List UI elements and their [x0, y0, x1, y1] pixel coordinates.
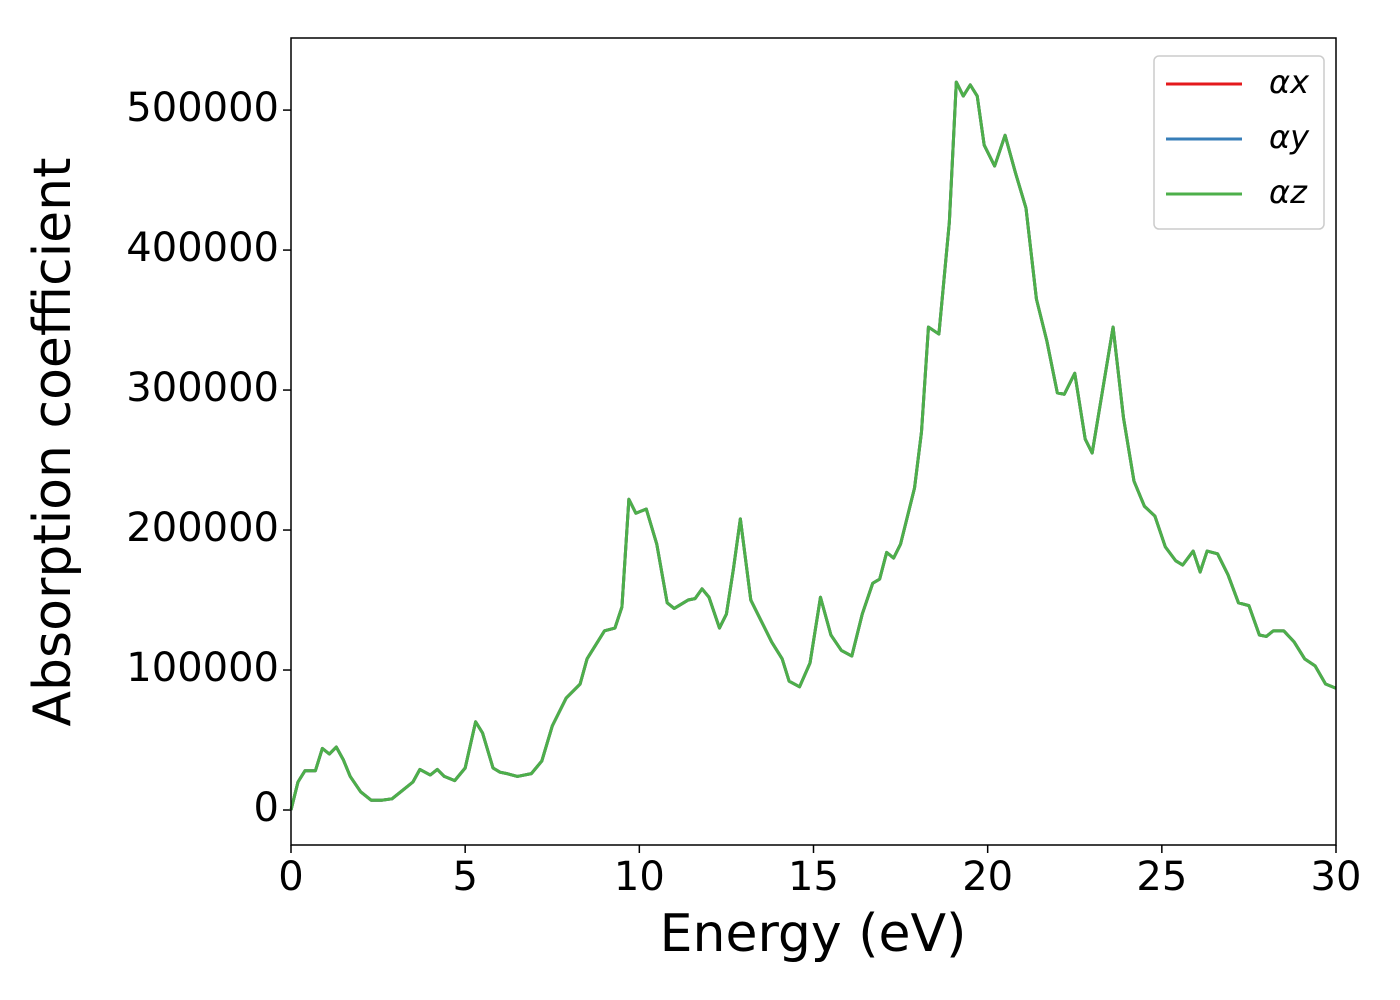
y-tick-label: 300000	[126, 365, 279, 411]
x-tick-label: 10	[614, 854, 665, 900]
y-tick-label: 500000	[126, 85, 279, 131]
x-tick-label: 0	[278, 854, 303, 900]
series-line	[289, 80, 1337, 811]
x-tick-label: 20	[962, 854, 1013, 900]
x-tick-label: 5	[452, 854, 477, 900]
x-tick-label: 30	[1311, 854, 1362, 900]
legend-box	[1153, 55, 1325, 230]
x-tick-label: 25	[1136, 854, 1187, 900]
x-tick-label: 15	[788, 854, 839, 900]
y-axis-label: Absorption coefficient	[23, 157, 83, 726]
y-tick-label: 400000	[126, 225, 279, 271]
x-axis-label: Energy (eV)	[660, 904, 967, 964]
legend-label: αz	[1269, 173, 1308, 211]
y-tick-label: 100000	[126, 645, 279, 691]
legend-label: αx	[1269, 63, 1310, 101]
legend-label: αy	[1269, 118, 1310, 156]
y-tick-label: 200000	[126, 505, 279, 551]
plot-frame	[290, 37, 1337, 846]
y-tick-label: 0	[254, 785, 279, 831]
